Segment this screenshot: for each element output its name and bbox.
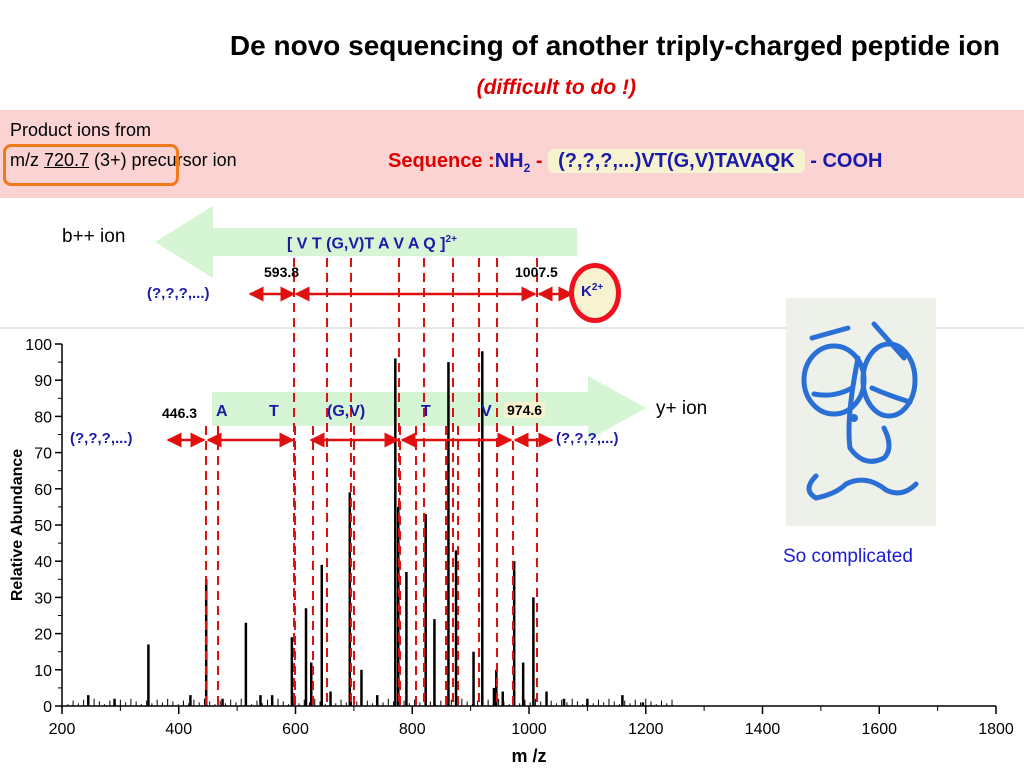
y-right-unknown: (?,?,?,...): [556, 430, 619, 447]
precursor-suffix: (3+) precursor ion: [89, 150, 237, 170]
y-tick-label: 80: [34, 409, 52, 426]
y-ion-label: y+ ion: [656, 398, 708, 419]
mz-prefix: m/z: [10, 150, 44, 170]
b-ion-charge: 2+: [445, 234, 457, 245]
peptide-sequence: (?,?,?,...)VT(G,V)TAVAQK: [548, 149, 805, 173]
slide-subtitle: (difficult to do !): [476, 76, 636, 99]
sequence-label: Sequence :: [388, 150, 495, 172]
sequence-line: Sequence :NH2 - (?,?,?,...)VT(G,V)TAVAQK…: [388, 149, 883, 175]
b-left-unknown: (?,?,?,...): [147, 285, 210, 302]
y-tick-label: 20: [34, 627, 52, 644]
x-tick-label: 1200: [628, 721, 664, 738]
x-tick-label: 800: [399, 721, 426, 738]
k-residue: K: [581, 283, 592, 300]
y-residue-a: A: [216, 403, 228, 420]
b-start-mz: 593.8: [264, 264, 300, 280]
b-end-mz: 1007.5: [515, 264, 558, 280]
y-start-mz: 446.3: [162, 405, 198, 421]
y-tick-label: 0: [43, 699, 52, 716]
precursor-line: m/z 720.7 (3+) precursor ion: [10, 150, 237, 171]
y-residue-t2: T: [421, 403, 431, 420]
y-tick-label: 70: [34, 446, 52, 463]
precursor-highlight-box: [3, 144, 179, 186]
x-tick-label: 400: [165, 721, 192, 738]
x-axis-label: m /z: [511, 746, 546, 766]
y-tick-label: 30: [34, 590, 52, 607]
y-residue-v: V: [481, 403, 492, 420]
y-residue-t1: T: [269, 403, 279, 420]
n-terminus: NH: [494, 150, 524, 172]
x-tick-label: 1400: [745, 721, 781, 738]
x-tick-label: 1800: [978, 721, 1014, 738]
confused-face-drawing: [786, 298, 936, 526]
y-end-mz: 974.6: [504, 402, 546, 418]
n-terminus-subscript: 2: [523, 161, 531, 175]
so-complicated-note: So complicated: [783, 546, 913, 567]
x-tick-label: 1000: [511, 721, 547, 738]
product-ions-label: Product ions from: [10, 120, 152, 140]
x-tick-label: 1600: [861, 721, 897, 738]
y-residue-gv: (G,V): [327, 403, 366, 420]
y-axis-label: Relative Abundance: [9, 449, 26, 601]
k-highlight-circle: [569, 263, 621, 323]
sequence-dash: -: [530, 150, 549, 172]
k-terminal-ion: K2+: [581, 282, 603, 300]
y-tick-label: 60: [34, 482, 52, 499]
b-ion-sequence-text: [ V T (G,V)T A V A Q ]: [287, 235, 446, 253]
y-tick-label: 10: [34, 663, 52, 680]
y-tick-label: 90: [34, 373, 52, 390]
precursor-mz: 720.7: [44, 150, 90, 170]
x-tick-label: 600: [282, 721, 309, 738]
b-ion-sequence: [ V T (G,V)T A V A Q ]2+: [287, 234, 457, 253]
k-charge: 2+: [591, 282, 604, 293]
x-tick-label: 200: [49, 721, 76, 738]
y-tick-label: 50: [34, 518, 52, 535]
slide-title: De novo sequencing of another triply-cha…: [229, 30, 1000, 61]
b-ion-label: b++ ion: [62, 226, 126, 247]
b-ion-arrow: [155, 206, 577, 278]
y-tick-label: 100: [25, 337, 52, 354]
y-tick-label: 40: [34, 554, 52, 571]
y-left-unknown: (?,?,?,...): [70, 430, 133, 447]
c-terminus: - COOH: [804, 150, 883, 172]
